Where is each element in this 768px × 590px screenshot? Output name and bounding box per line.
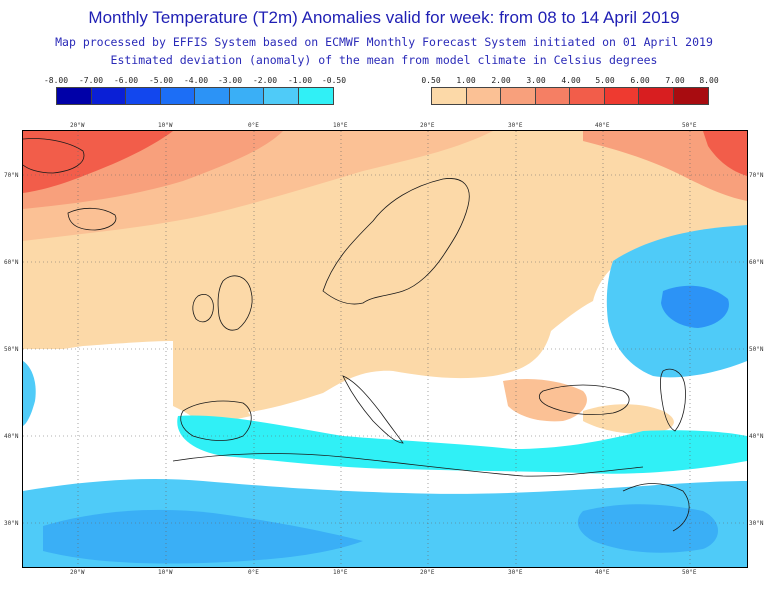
lat-label-left: 50°N	[4, 346, 19, 353]
legend-cold-label: -5.00	[148, 76, 174, 85]
legend-warm-swatch	[570, 88, 605, 104]
lat-label-left: 70°N	[4, 172, 19, 179]
legend-cold-swatch	[160, 88, 195, 104]
lat-label-right: 70°N	[749, 172, 764, 179]
lon-label-top: 30°E	[508, 122, 523, 129]
coastline-greenland	[22, 138, 85, 174]
legend-warm-label: 7.00	[665, 76, 685, 85]
coastline-north-africa	[172, 453, 644, 477]
legend-warm-swatch	[432, 88, 467, 104]
legend-cold-swatch	[91, 88, 126, 104]
coastline-scandinavia	[322, 178, 470, 305]
legend-warm-bar	[431, 87, 709, 105]
anomaly-map-canvas	[22, 131, 748, 567]
legend-warm-label: 1.00	[456, 76, 476, 85]
warm-anomaly-region-nova-zemlya	[703, 131, 747, 176]
coastline-arabia	[622, 483, 690, 532]
legend-cold-labels: -8.00 -7.00 -6.00 -5.00 -4.00 -3.00 -2.0…	[44, 76, 346, 87]
legend-cold-swatch	[264, 88, 299, 104]
legend-warm-labels: 0.50 1.00 2.00 3.00 4.00 5.00 6.00 7.00 …	[421, 76, 718, 87]
legend-warm-label: 2.00	[491, 76, 511, 85]
legend-cold-label: -3.00	[217, 76, 243, 85]
legend-warm-label: 6.00	[630, 76, 650, 85]
legend-warm-label: 8.00	[699, 76, 719, 85]
legend-warm-label: 3.00	[526, 76, 546, 85]
legend-warm-label: 4.00	[561, 76, 581, 85]
lon-label-top: 20°E	[420, 122, 435, 129]
lon-label-bottom: 20°W	[70, 569, 85, 576]
cold-anomaly-region-atlantic-west	[23, 361, 36, 426]
legend-cold-label: -0.50	[321, 76, 347, 85]
lon-label-top: 0°E	[248, 122, 259, 129]
map-title: Monthly Temperature (T2m) Anomalies vali…	[88, 8, 680, 27]
lat-label-left: 30°N	[4, 520, 19, 527]
legend-cold-label: -4.00	[183, 76, 209, 85]
lat-label-right: 60°N	[749, 259, 764, 266]
legend-warm-swatch	[673, 88, 708, 104]
lon-label-bottom: 40°E	[595, 569, 610, 576]
graticule	[23, 131, 747, 567]
cold-anomaly-region-arabia	[577, 504, 718, 553]
legend-warm-swatch	[535, 88, 570, 104]
lon-label-top: 10°W	[158, 122, 173, 129]
coastline-caspian	[660, 368, 686, 432]
lon-label-top: 50°E	[682, 122, 697, 129]
legend-warm-label: 0.50	[421, 76, 441, 85]
warm-anomaly-region-turkey	[583, 404, 674, 434]
legend-warm-swatch	[466, 88, 501, 104]
coastline-ireland	[192, 294, 214, 323]
lon-label-bottom: 10°W	[158, 569, 173, 576]
legend-cold-swatch	[229, 88, 264, 104]
legend-cold-label: -2.00	[252, 76, 278, 85]
legend-warm-swatch	[501, 88, 536, 104]
legend-warm-swatch	[604, 88, 639, 104]
coastline-iceland	[67, 207, 117, 231]
cold-anomaly-region-east-deep	[661, 285, 729, 328]
coastline-italy	[342, 375, 404, 444]
legend-cold-label: -8.00	[43, 76, 69, 85]
legend-cold-swatch	[298, 88, 333, 104]
lat-label-left: 40°N	[4, 433, 19, 440]
legend-cold-bar	[56, 87, 334, 105]
legend-cold-swatch	[195, 88, 230, 104]
legend-cold: -8.00 -7.00 -6.00 -5.00 -4.00 -3.00 -2.0…	[44, 76, 346, 105]
lon-label-bottom: 30°E	[508, 569, 523, 576]
map-subtitle-units: Estimated deviation (anomaly) of the mea…	[110, 53, 658, 67]
legend-cold-swatch	[126, 88, 161, 104]
anomaly-map	[22, 130, 748, 568]
lon-label-bottom: 10°E	[333, 569, 348, 576]
legend-warm: 0.50 1.00 2.00 3.00 4.00 5.00 6.00 7.00 …	[421, 76, 719, 105]
warm-anomaly-region-greenland	[23, 131, 173, 193]
lon-label-top: 10°E	[333, 122, 348, 129]
lat-label-right: 40°N	[749, 433, 764, 440]
map-subtitle-processing: Map processed by EFFIS System based on E…	[55, 35, 713, 49]
lat-label-right: 50°N	[749, 346, 764, 353]
lat-label-left: 60°N	[4, 259, 19, 266]
lon-label-bottom: 20°E	[420, 569, 435, 576]
warm-anomaly-region-barents	[583, 131, 747, 201]
legend-cold-label: -6.00	[113, 76, 139, 85]
coastline-british-isles	[217, 275, 253, 331]
coastline-black-sea	[538, 384, 630, 415]
lon-label-bottom: 0°E	[248, 569, 259, 576]
legend-warm-swatch	[639, 88, 674, 104]
warm-anomaly-region-balkans	[503, 379, 587, 422]
lon-label-top: 20°W	[70, 122, 85, 129]
lat-label-right: 30°N	[749, 520, 764, 527]
legend-warm-label: 5.00	[595, 76, 615, 85]
lon-label-top: 40°E	[595, 122, 610, 129]
legend-cold-label: -7.00	[78, 76, 104, 85]
lon-label-bottom: 50°E	[682, 569, 697, 576]
legend-cold-swatch	[57, 88, 92, 104]
cold-anomaly-region-mediterranean	[177, 415, 748, 474]
legend-cold-label: -1.00	[287, 76, 313, 85]
